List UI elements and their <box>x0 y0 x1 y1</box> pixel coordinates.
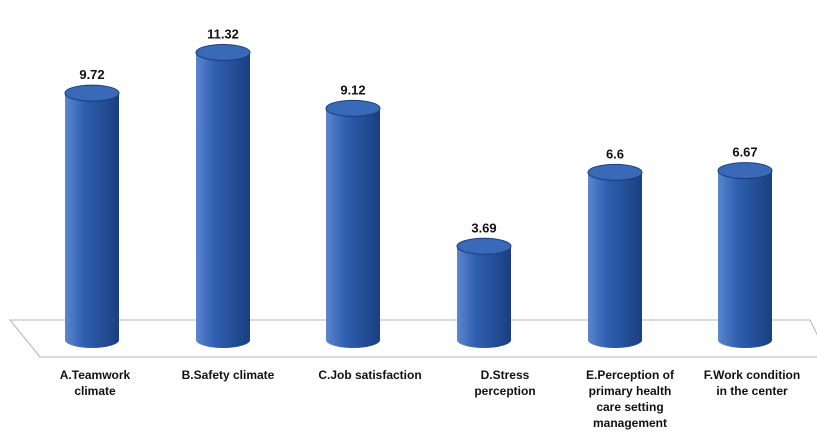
category-label: F.Work condition in the center <box>703 368 801 398</box>
data-label: 3.69 <box>471 220 496 235</box>
category-label: A.Teamwork climate <box>59 368 131 398</box>
bar-top <box>717 162 773 180</box>
bar-top <box>64 84 120 102</box>
data-label: 6.6 <box>606 146 624 161</box>
bar <box>717 162 773 348</box>
bar-top <box>456 237 512 255</box>
category-label: C.Job satisfaction <box>318 368 422 382</box>
bar-body <box>196 52 250 349</box>
data-label: 9.72 <box>79 67 104 82</box>
bar-top <box>587 163 643 181</box>
data-label: 9.12 <box>340 82 365 97</box>
bar <box>587 163 643 348</box>
bar-body <box>326 108 380 349</box>
bar-body <box>588 172 642 348</box>
bar <box>64 84 120 348</box>
bar-top <box>195 43 251 61</box>
value-labels: 9.72 11.32 9.12 3.69 6.6 6.67 <box>79 26 757 235</box>
category-label: D.Stress perception <box>474 368 536 398</box>
category-label: B.Safety climate <box>181 368 275 382</box>
bar <box>325 99 381 349</box>
bar-body <box>718 170 772 348</box>
bar-top <box>325 99 381 117</box>
data-label: 6.67 <box>732 145 757 160</box>
bar-body <box>65 93 119 348</box>
data-label: 11.32 <box>207 26 239 41</box>
bar <box>456 237 512 348</box>
bar-body <box>457 246 511 348</box>
chart-floor <box>8 319 817 358</box>
category-label: E.Perception of primary health care sett… <box>585 368 674 430</box>
bar <box>195 43 251 349</box>
bar-series <box>64 43 773 349</box>
